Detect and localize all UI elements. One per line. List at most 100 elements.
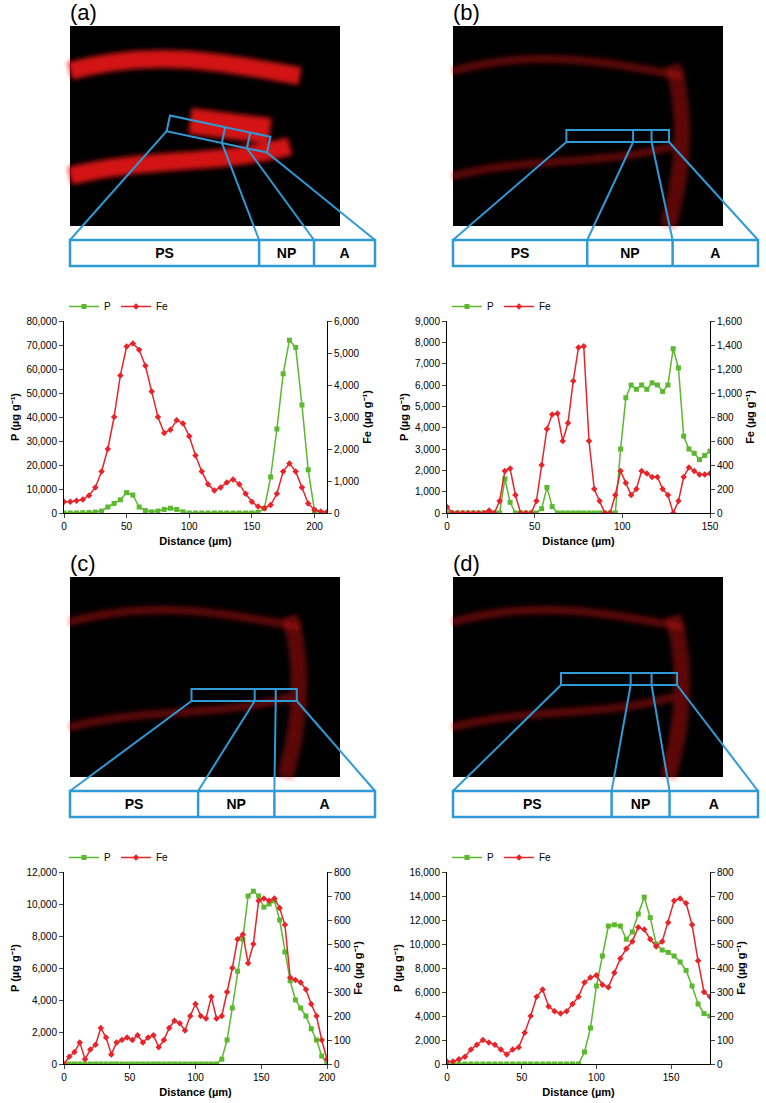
- svg-text:100: 100: [614, 521, 631, 532]
- svg-text:50: 50: [516, 1072, 528, 1083]
- svg-text:100: 100: [588, 1072, 605, 1083]
- svg-text:PS: PS: [155, 245, 174, 261]
- svg-text:600: 600: [717, 915, 734, 926]
- svg-text:A: A: [709, 796, 719, 812]
- svg-text:P: P: [487, 301, 494, 312]
- svg-text:70,000: 70,000: [26, 340, 57, 351]
- svg-text:50: 50: [121, 521, 133, 532]
- svg-text:Fe (µg g⁻¹): Fe (µg g⁻¹): [361, 390, 373, 444]
- svg-text:P: P: [487, 852, 494, 863]
- svg-text:5,000: 5,000: [415, 401, 440, 412]
- svg-text:PS: PS: [511, 245, 530, 261]
- svg-text:30,000: 30,000: [26, 436, 57, 447]
- svg-text:200: 200: [319, 1072, 336, 1083]
- svg-text:2,000: 2,000: [415, 465, 440, 476]
- svg-text:9,000: 9,000: [415, 316, 440, 327]
- svg-text:150: 150: [702, 521, 719, 532]
- svg-text:100: 100: [187, 1072, 204, 1083]
- svg-text:PS: PS: [125, 796, 144, 812]
- svg-text:Distance (µm): Distance (µm): [542, 535, 615, 547]
- svg-text:10,000: 10,000: [409, 939, 440, 950]
- svg-text:Fe (µg g⁻¹): Fe (µg g⁻¹): [735, 941, 747, 995]
- svg-text:600: 600: [334, 915, 351, 926]
- svg-text:50: 50: [529, 521, 541, 532]
- svg-text:800: 800: [717, 412, 734, 423]
- svg-text:200: 200: [334, 1011, 351, 1022]
- svg-text:100: 100: [717, 1035, 734, 1046]
- svg-text:Fe: Fe: [156, 301, 168, 312]
- svg-text:4,000: 4,000: [415, 1011, 440, 1022]
- svg-text:50,000: 50,000: [26, 388, 57, 399]
- svg-text:Fe (µg g⁻¹): Fe (µg g⁻¹): [744, 390, 756, 444]
- svg-text:6,000: 6,000: [415, 380, 440, 391]
- svg-text:2,000: 2,000: [32, 1027, 57, 1038]
- svg-text:A: A: [320, 796, 330, 812]
- svg-text:8,000: 8,000: [415, 337, 440, 348]
- svg-text:700: 700: [717, 891, 734, 902]
- svg-text:5,000: 5,000: [334, 348, 359, 359]
- svg-text:Fe (µg g⁻¹): Fe (µg g⁻¹): [352, 941, 364, 995]
- svg-text:Fe: Fe: [539, 852, 551, 863]
- svg-text:200: 200: [306, 521, 323, 532]
- svg-text:80,000: 80,000: [26, 316, 57, 327]
- svg-text:0: 0: [61, 521, 67, 532]
- svg-text:Distance (µm): Distance (µm): [159, 1086, 232, 1098]
- svg-text:4,000: 4,000: [32, 995, 57, 1006]
- svg-text:20,000: 20,000: [26, 460, 57, 471]
- svg-text:500: 500: [717, 939, 734, 950]
- svg-text:1,400: 1,400: [717, 340, 742, 351]
- svg-text:40,000: 40,000: [26, 412, 57, 423]
- svg-text:150: 150: [253, 1072, 270, 1083]
- svg-text:8,000: 8,000: [32, 931, 57, 942]
- svg-text:150: 150: [244, 521, 261, 532]
- svg-text:0: 0: [334, 508, 340, 519]
- svg-text:0: 0: [51, 1059, 57, 1070]
- svg-text:800: 800: [717, 867, 734, 878]
- svg-text:Distance (µm): Distance (µm): [542, 1086, 615, 1098]
- svg-text:60,000: 60,000: [26, 364, 57, 375]
- svg-text:P (µg g⁻¹): P (µg g⁻¹): [9, 393, 21, 441]
- svg-text:10,000: 10,000: [26, 484, 57, 495]
- svg-text:16,000: 16,000: [409, 867, 440, 878]
- svg-text:100: 100: [181, 521, 198, 532]
- svg-text:150: 150: [663, 1072, 680, 1083]
- svg-text:4,000: 4,000: [415, 422, 440, 433]
- svg-text:NP: NP: [620, 245, 639, 261]
- svg-text:1,200: 1,200: [717, 364, 742, 375]
- svg-text:7,000: 7,000: [415, 358, 440, 369]
- svg-text:12,000: 12,000: [26, 867, 57, 878]
- svg-text:6,000: 6,000: [415, 987, 440, 998]
- svg-text:4,000: 4,000: [334, 380, 359, 391]
- svg-text:3,000: 3,000: [415, 444, 440, 455]
- svg-text:A: A: [339, 245, 349, 261]
- svg-text:0: 0: [444, 1072, 450, 1083]
- svg-text:0: 0: [334, 1059, 340, 1070]
- svg-text:NP: NP: [277, 245, 296, 261]
- svg-text:PS: PS: [523, 796, 542, 812]
- svg-text:600: 600: [717, 436, 734, 447]
- svg-text:1,000: 1,000: [717, 388, 742, 399]
- svg-text:NP: NP: [226, 796, 245, 812]
- svg-text:200: 200: [717, 484, 734, 495]
- svg-text:0: 0: [51, 508, 57, 519]
- svg-text:Fe: Fe: [156, 852, 168, 863]
- svg-text:P (µg g⁻¹): P (µg g⁻¹): [392, 944, 404, 992]
- svg-text:8,000: 8,000: [415, 963, 440, 974]
- svg-text:1,000: 1,000: [415, 486, 440, 497]
- svg-text:400: 400: [717, 963, 734, 974]
- svg-text:NP: NP: [631, 796, 650, 812]
- svg-text:0: 0: [434, 508, 440, 519]
- svg-text:700: 700: [334, 891, 351, 902]
- svg-text:100: 100: [334, 1035, 351, 1046]
- svg-text:300: 300: [717, 987, 734, 998]
- svg-text:6,000: 6,000: [32, 963, 57, 974]
- svg-text:300: 300: [334, 987, 351, 998]
- svg-text:0: 0: [717, 1059, 723, 1070]
- svg-text:14,000: 14,000: [409, 891, 440, 902]
- svg-text:Distance (µm): Distance (µm): [159, 535, 232, 547]
- svg-text:Fe: Fe: [539, 301, 551, 312]
- svg-text:2,000: 2,000: [334, 444, 359, 455]
- svg-text:P (µg g⁻¹): P (µg g⁻¹): [398, 393, 410, 441]
- svg-text:6,000: 6,000: [334, 316, 359, 327]
- svg-text:P: P: [104, 301, 111, 312]
